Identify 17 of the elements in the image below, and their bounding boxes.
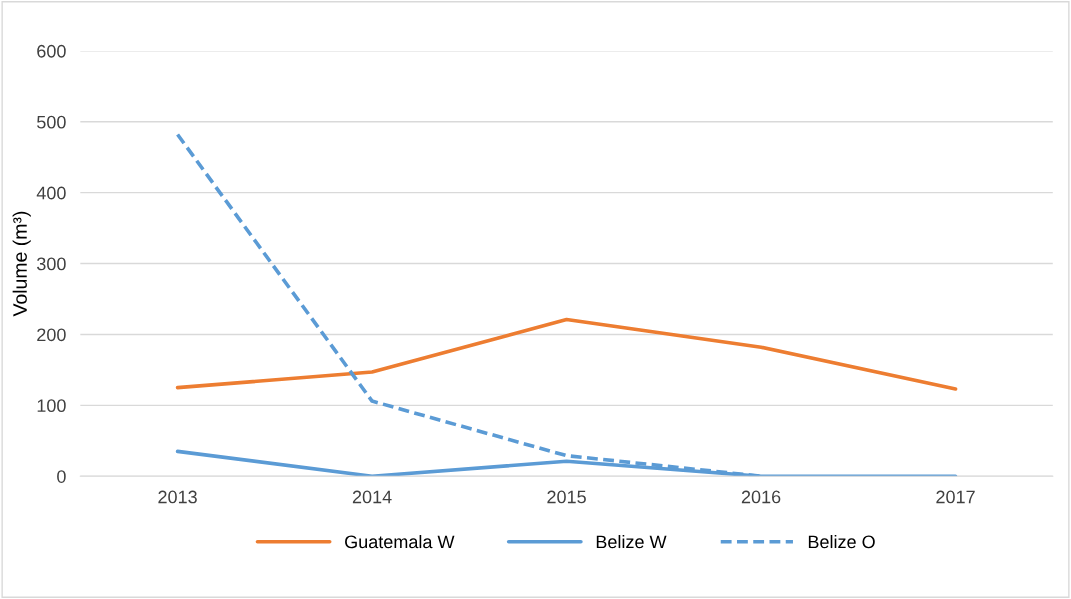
y-tick-label: 400 xyxy=(36,186,66,200)
y-tick-label: 0 xyxy=(57,470,66,483)
x-tick-label: 2013 xyxy=(158,490,197,504)
y-tick-label: 600 xyxy=(37,44,66,58)
y-tick-label: 200 xyxy=(37,328,66,342)
y-tick-label: 500 xyxy=(37,115,66,129)
y-axis-title: Volume (m³) xyxy=(12,211,31,317)
x-tick-label: 2017 xyxy=(936,490,975,504)
legend-label: Belize O xyxy=(808,534,875,549)
x-tick-label: 2016 xyxy=(741,490,781,504)
line-series xyxy=(175,317,958,391)
y-tick-label: 300 xyxy=(37,257,66,271)
legend-label: Belize W xyxy=(596,534,667,549)
x-tick-label: 2014 xyxy=(352,490,392,504)
y-tick-label: 100 xyxy=(37,399,66,413)
x-tick-label: 2015 xyxy=(547,490,586,504)
legend-label: Guatemala W xyxy=(345,534,455,549)
